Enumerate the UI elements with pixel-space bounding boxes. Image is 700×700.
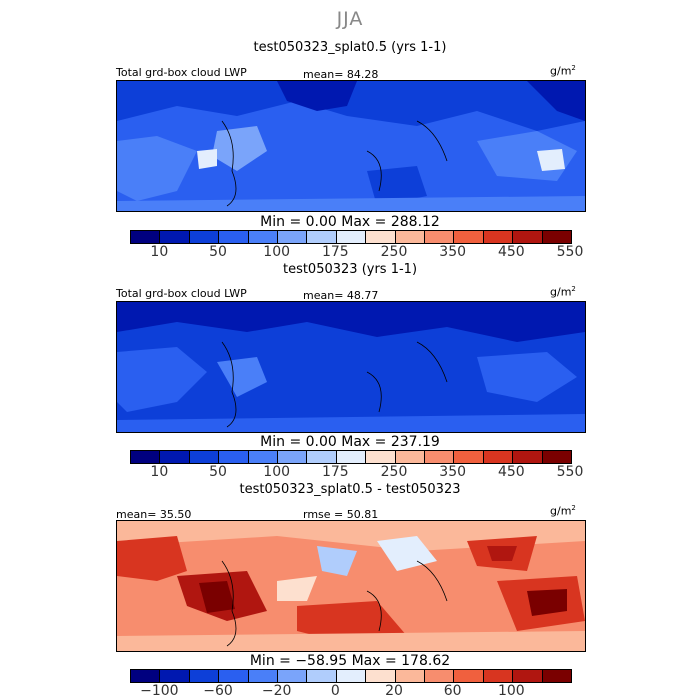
colorbar-segment [395, 451, 426, 463]
colorbar-segment [425, 670, 455, 682]
panel-1-colorbar [130, 230, 572, 244]
colorbar-tick-label: 550 [556, 244, 584, 260]
colorbar-segment [189, 451, 220, 463]
panel-2-colorbar-labels: 10 50 100 175 250 350 450 550 [130, 464, 583, 480]
colorbar-segment [483, 231, 514, 243]
colorbar-segment [248, 231, 279, 243]
colorbar-segment [307, 451, 337, 463]
panel-1-field-label: Total grd-box cloud LWP [116, 66, 247, 79]
colorbar-tick-label: 100 [497, 683, 525, 699]
panel-1-colorbar-labels: 10 50 100 175 250 350 450 550 [130, 244, 583, 260]
season-title: JJA [336, 8, 364, 30]
panel-2-field-label: Total grd-box cloud LWP [116, 287, 247, 300]
colorbar-segment [513, 451, 543, 463]
panel-3-units: g/m2 [550, 504, 576, 518]
colorbar-segment [278, 231, 308, 243]
colorbar-tick-label: 350 [439, 244, 467, 260]
colorbar-segment [542, 670, 572, 682]
colorbar-segment [454, 451, 484, 463]
colorbar-tick-label: 0 [330, 683, 340, 699]
colorbar-tick-label: 50 [209, 464, 227, 480]
panel-2-title: test050323 (yrs 1-1) [282, 262, 418, 277]
colorbar-segment [483, 670, 514, 682]
colorbar-tick-label: −20 [261, 683, 292, 699]
colorbar-segment [219, 231, 249, 243]
colorbar-tick-label: 50 [209, 244, 227, 260]
colorbar-segment [542, 231, 572, 243]
colorbar-segment [454, 670, 484, 682]
colorbar-segment [395, 670, 426, 682]
colorbar-tick-label: 20 [385, 683, 403, 699]
colorbar-tick-label: 450 [497, 244, 525, 260]
panel-3-map [116, 520, 586, 652]
colorbar-segment [160, 231, 190, 243]
colorbar-segment [513, 670, 543, 682]
colorbar-segment [395, 231, 426, 243]
panel-2-colorbar [130, 450, 572, 464]
panel-1-mean: mean= 84.28 [303, 68, 379, 81]
colorbar-segment [189, 670, 220, 682]
colorbar-segment [248, 451, 279, 463]
panel-2-units: g/m2 [550, 285, 576, 299]
panel-3-rmse: rmse = 50.81 [303, 508, 379, 521]
panel-3-colorbar [130, 669, 572, 683]
panel-1-units: g/m2 [550, 64, 576, 78]
colorbar-tick-label: 10 [150, 464, 169, 480]
colorbar-tick-label: −100 [140, 683, 179, 699]
colorbar-segment [278, 670, 308, 682]
colorbar-segment [366, 231, 396, 243]
colorbar-segment [219, 670, 249, 682]
colorbar-segment [425, 231, 455, 243]
panel-1-title: test050323_splat0.5 (yrs 1-1) [253, 40, 447, 55]
colorbar-segment [454, 231, 484, 243]
colorbar-tick-label: 60 [443, 683, 462, 699]
colorbar-tick-label: 175 [321, 244, 349, 260]
colorbar-segment [366, 670, 396, 682]
colorbar-tick-label: 100 [263, 464, 291, 480]
colorbar-segment [336, 231, 367, 243]
colorbar-segment [366, 451, 396, 463]
colorbar-tick-label: −60 [203, 683, 233, 699]
colorbar-segment [131, 231, 161, 243]
colorbar-segment [131, 451, 161, 463]
colorbar-tick-label: 100 [263, 244, 291, 260]
colorbar-tick-label: 450 [497, 464, 525, 480]
colorbar-segment [248, 670, 279, 682]
panel-3-mean: mean= 35.50 [116, 508, 192, 521]
colorbar-segment [513, 231, 543, 243]
colorbar-segment [219, 451, 249, 463]
colorbar-tick-label: 550 [556, 464, 584, 480]
panel-3-colorbar-labels: −100 −60 −20 0 20 60 100 [130, 683, 570, 699]
colorbar-segment [131, 670, 161, 682]
panel-2-mean: mean= 48.77 [303, 289, 379, 302]
colorbar-tick-label: 250 [380, 244, 408, 260]
colorbar-segment [189, 231, 220, 243]
colorbar-tick-label: 10 [150, 244, 169, 260]
colorbar-segment [542, 451, 572, 463]
panel-1-map [116, 80, 586, 212]
colorbar-segment [160, 451, 190, 463]
panel-1-minmax: Min = 0.00 Max = 288.12 [260, 214, 440, 230]
colorbar-segment [483, 451, 514, 463]
colorbar-segment [336, 451, 367, 463]
colorbar-segment [160, 670, 190, 682]
colorbar-segment [425, 451, 455, 463]
colorbar-segment [278, 451, 308, 463]
colorbar-tick-label: 350 [439, 464, 467, 480]
panel-3-minmax: Min = −58.95 Max = 178.62 [249, 653, 451, 669]
colorbar-segment [336, 670, 367, 682]
colorbar-tick-label: 175 [321, 464, 349, 480]
panel-3-title: test050323_splat0.5 - test050323 [239, 482, 461, 497]
colorbar-segment [307, 670, 337, 682]
panel-2-minmax: Min = 0.00 Max = 237.19 [260, 434, 440, 450]
colorbar-segment [307, 231, 337, 243]
colorbar-tick-label: 250 [380, 464, 408, 480]
panel-2-map [116, 301, 586, 433]
